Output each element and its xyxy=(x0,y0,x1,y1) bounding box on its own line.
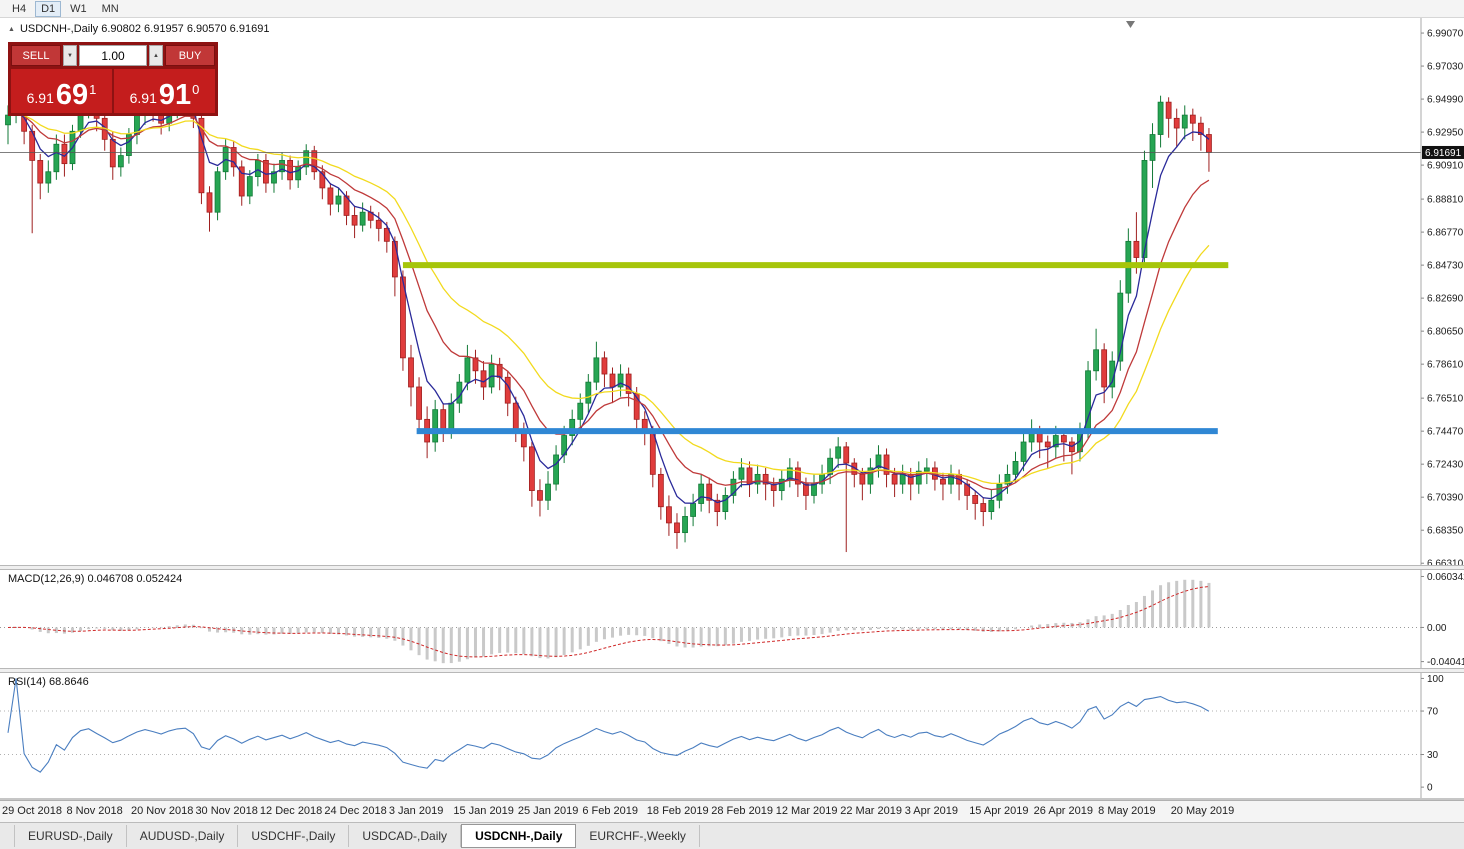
rsi-scale-label: 70 xyxy=(1427,707,1439,718)
pane-divider[interactable] xyxy=(0,668,1464,673)
rsi-line xyxy=(7,678,1210,773)
timeframe-d1-button[interactable]: D1 xyxy=(35,0,62,17)
date-label: 26 Apr 2019 xyxy=(1033,805,1094,817)
one-click-collapse-icon[interactable]: ▲ xyxy=(8,25,15,33)
date-label: 24 Dec 2018 xyxy=(324,805,387,817)
timeframe-toolbar: H4 D1 W1 MN xyxy=(0,0,1464,18)
rsi-indicator-label: RSI(14) 68.8646 xyxy=(8,676,89,688)
price-scale-label: 6.94990 xyxy=(1427,95,1464,106)
date-label: 3 Jan 2019 xyxy=(388,805,444,817)
date-label: 20 Nov 2018 xyxy=(130,805,194,817)
price-scale-label: 6.84730 xyxy=(1427,261,1464,272)
tab-eurchf-weekly[interactable]: EURCHF-,Weekly xyxy=(576,825,700,847)
current-price-badge-text: 6.91691 xyxy=(1425,148,1462,159)
moving-average-fast xyxy=(7,104,1210,504)
date-label: 29 Oct 2018 xyxy=(2,805,62,817)
moving-average-slow xyxy=(7,113,1210,485)
chart-header: ▲ USDCNH-,Daily 6.90802 6.91957 6.90570 … xyxy=(8,23,269,35)
date-label: 12 Mar 2019 xyxy=(775,805,838,817)
date-label: 8 Nov 2018 xyxy=(66,805,123,817)
price-scale-label: 6.88810 xyxy=(1427,195,1464,206)
price-scale-label: 6.99070 xyxy=(1427,29,1464,40)
buy-price-big: 91 xyxy=(158,79,192,112)
rsi-canvas[interactable]: 100 70 30 0 xyxy=(0,673,1464,798)
date-label: 6 Feb 2019 xyxy=(582,805,638,817)
volume-decrease-button[interactable]: ▼ xyxy=(63,45,77,66)
buy-button[interactable]: BUY xyxy=(165,45,215,66)
date-label: 15 Jan 2019 xyxy=(453,805,514,817)
timeframe-mn-button[interactable]: MN xyxy=(96,1,125,17)
price-scale-label: 6.82690 xyxy=(1427,294,1464,305)
price-scale-label: 6.78610 xyxy=(1427,360,1464,371)
macd-scale-label: -0.040415 xyxy=(1427,657,1464,668)
macd-canvas[interactable]: 0.060342 0.00 -0.040415 xyxy=(0,570,1464,668)
date-axis[interactable]: 29 Oct 2018 8 Nov 2018 20 Nov 2018 30 Nov 2… xyxy=(0,800,1464,822)
main-chart-canvas[interactable]: 6.99070 6.97030 6.94990 6.92950 6.90910 6.888… xyxy=(0,18,1464,565)
sell-price-sup: 1 xyxy=(89,82,97,97)
date-label: 12 Dec 2018 xyxy=(259,805,323,817)
price-scale-label: 6.92950 xyxy=(1427,128,1464,139)
pane-divider[interactable] xyxy=(0,565,1464,570)
macd-signal-line xyxy=(7,585,1209,658)
date-label: 18 Feb 2019 xyxy=(646,805,709,817)
price-scale-label: 6.70390 xyxy=(1427,493,1464,504)
tab-usdcnh-daily[interactable]: USDCNH-,Daily xyxy=(461,824,577,848)
macd-histogram xyxy=(14,579,1211,664)
tab-eurusd-daily[interactable]: EURUSD-,Daily xyxy=(14,825,127,847)
date-label: 3 Apr 2019 xyxy=(904,805,958,817)
chart-shift-marker-icon[interactable] xyxy=(1126,21,1135,28)
sell-button[interactable]: SELL xyxy=(11,45,61,66)
price-scale-label: 6.68350 xyxy=(1427,526,1464,537)
price-scale-label: 6.86770 xyxy=(1427,228,1464,239)
buy-price-sup: 0 xyxy=(192,82,200,97)
rsi-scale-label: 0 xyxy=(1427,783,1433,794)
macd-scale-label: 0.060342 xyxy=(1427,572,1464,583)
date-label: 25 Jan 2019 xyxy=(517,805,579,817)
volume-input[interactable] xyxy=(79,45,147,66)
date-label: 15 Apr 2019 xyxy=(969,805,1029,817)
sell-price-big: 69 xyxy=(55,79,89,112)
date-label: 28 Feb 2019 xyxy=(711,805,774,817)
timeframe-h4-button[interactable]: H4 xyxy=(6,1,32,17)
current-price-badge xyxy=(1422,145,1464,159)
rsi-scale-label: 30 xyxy=(1427,750,1439,761)
date-label: 20 May 2019 xyxy=(1170,805,1235,817)
tab-usdcad-daily[interactable]: USDCAD-,Daily xyxy=(349,825,462,847)
macd-scale-label: 0.00 xyxy=(1427,623,1447,634)
chart-tab-bar: EURUSD-,Daily AUDUSD-,Daily USDCHF-,Dail… xyxy=(0,822,1464,849)
date-label: 22 Mar 2019 xyxy=(840,805,902,817)
timeframe-w1-button[interactable]: W1 xyxy=(64,1,93,17)
price-scale-label: 6.97030 xyxy=(1427,62,1464,73)
date-label: 30 Nov 2018 xyxy=(195,805,258,817)
price-scale-label: 6.76510 xyxy=(1427,394,1464,405)
sell-price-display[interactable]: 6.91 69 1 xyxy=(11,69,112,113)
price-scale-label: 6.74470 xyxy=(1427,427,1464,438)
symbol-ohlc-text: USDCNH-,Daily 6.90802 6.91957 6.90570 6.… xyxy=(19,23,270,35)
tab-usdchf-daily[interactable]: USDCHF-,Daily xyxy=(238,825,350,847)
price-scale-label: 6.66310 xyxy=(1427,559,1464,565)
volume-increase-button[interactable]: ▲ xyxy=(149,45,163,66)
macd-indicator-label: MACD(12,26,9) 0.046708 0.052424 xyxy=(8,573,183,585)
candles xyxy=(5,89,1212,553)
tab-audusd-daily[interactable]: AUDUSD-,Daily xyxy=(127,825,239,847)
price-scale-label: 6.72430 xyxy=(1427,460,1464,471)
rsi-scale-label: 100 xyxy=(1427,674,1444,685)
date-label: 8 May 2019 xyxy=(1098,805,1156,817)
sell-price-prefix: 6.91 xyxy=(26,90,54,106)
buy-price-prefix: 6.91 xyxy=(129,90,157,106)
moving-average-medium xyxy=(7,112,1210,491)
buy-price-display[interactable]: 6.91 91 0 xyxy=(114,69,215,113)
pane-divider xyxy=(0,798,1464,800)
price-scale-label: 6.80650 xyxy=(1427,327,1464,338)
price-scale-label: 6.90910 xyxy=(1427,161,1464,172)
